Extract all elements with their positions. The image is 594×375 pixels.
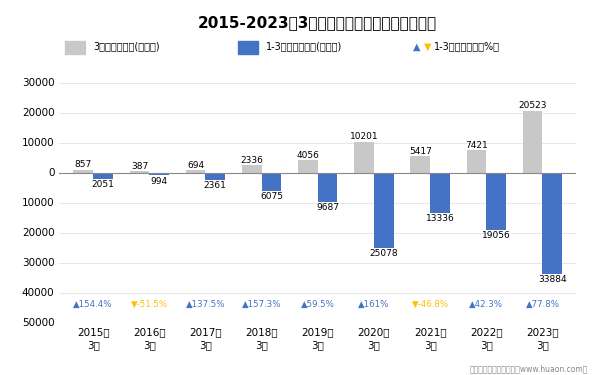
FancyBboxPatch shape bbox=[65, 40, 86, 54]
Bar bbox=[354, 142, 374, 172]
Text: 6075: 6075 bbox=[260, 192, 283, 201]
Text: ▲59.5%: ▲59.5% bbox=[301, 300, 335, 309]
Text: ▲: ▲ bbox=[413, 42, 421, 51]
Bar bbox=[93, 172, 113, 178]
Text: 19056: 19056 bbox=[482, 231, 510, 240]
Text: ▼: ▼ bbox=[424, 42, 431, 51]
Bar bbox=[467, 150, 486, 172]
Text: ▲77.8%: ▲77.8% bbox=[526, 300, 560, 309]
Bar bbox=[542, 172, 562, 274]
Text: 20523: 20523 bbox=[519, 101, 547, 110]
Text: 1-3月同比增速（%）: 1-3月同比增速（%） bbox=[434, 42, 500, 51]
Bar bbox=[374, 172, 394, 248]
Bar bbox=[149, 172, 169, 176]
Text: 4056: 4056 bbox=[296, 151, 320, 160]
Text: 3月进出口总额(万美元): 3月进出口总额(万美元) bbox=[93, 42, 160, 51]
Text: 制图：华经产业研究院（www.huaon.com）: 制图：华经产业研究院（www.huaon.com） bbox=[470, 364, 588, 373]
Text: 857: 857 bbox=[75, 160, 92, 170]
Text: 7421: 7421 bbox=[465, 141, 488, 150]
Text: ▲154.4%: ▲154.4% bbox=[73, 300, 113, 309]
Text: ▼-46.8%: ▼-46.8% bbox=[412, 300, 448, 309]
Text: 1-3月进出口总额(万美元): 1-3月进出口总额(万美元) bbox=[266, 42, 342, 51]
Text: ▲157.3%: ▲157.3% bbox=[242, 300, 282, 309]
Bar bbox=[298, 160, 318, 172]
Bar bbox=[186, 170, 206, 172]
Bar bbox=[430, 172, 450, 213]
Bar bbox=[486, 172, 506, 230]
Text: 2015-2023年3月秦皇岛综合保税区进出口总额: 2015-2023年3月秦皇岛综合保税区进出口总额 bbox=[198, 15, 437, 30]
Text: 2336: 2336 bbox=[241, 156, 263, 165]
Text: 2361: 2361 bbox=[204, 181, 227, 190]
Bar bbox=[318, 172, 337, 201]
Bar bbox=[129, 171, 149, 172]
Bar bbox=[74, 170, 93, 172]
Bar bbox=[206, 172, 225, 180]
Text: 10201: 10201 bbox=[350, 132, 378, 141]
Bar bbox=[523, 111, 542, 172]
Text: 13336: 13336 bbox=[425, 214, 454, 223]
FancyBboxPatch shape bbox=[238, 40, 258, 54]
Text: ▲42.3%: ▲42.3% bbox=[469, 300, 503, 309]
Text: ▼-51.5%: ▼-51.5% bbox=[131, 300, 168, 309]
Text: 2051: 2051 bbox=[91, 180, 115, 189]
Bar bbox=[261, 172, 282, 191]
Text: ▲137.5%: ▲137.5% bbox=[186, 300, 225, 309]
Text: 5417: 5417 bbox=[409, 147, 432, 156]
Bar bbox=[242, 165, 261, 172]
Text: 694: 694 bbox=[187, 161, 204, 170]
Bar bbox=[410, 156, 430, 172]
Text: 994: 994 bbox=[150, 177, 168, 186]
Text: ▲161%: ▲161% bbox=[358, 300, 390, 309]
Text: 25078: 25078 bbox=[369, 249, 398, 258]
Text: 9687: 9687 bbox=[316, 203, 339, 212]
Text: 387: 387 bbox=[131, 162, 148, 171]
Text: 33884: 33884 bbox=[538, 275, 567, 284]
